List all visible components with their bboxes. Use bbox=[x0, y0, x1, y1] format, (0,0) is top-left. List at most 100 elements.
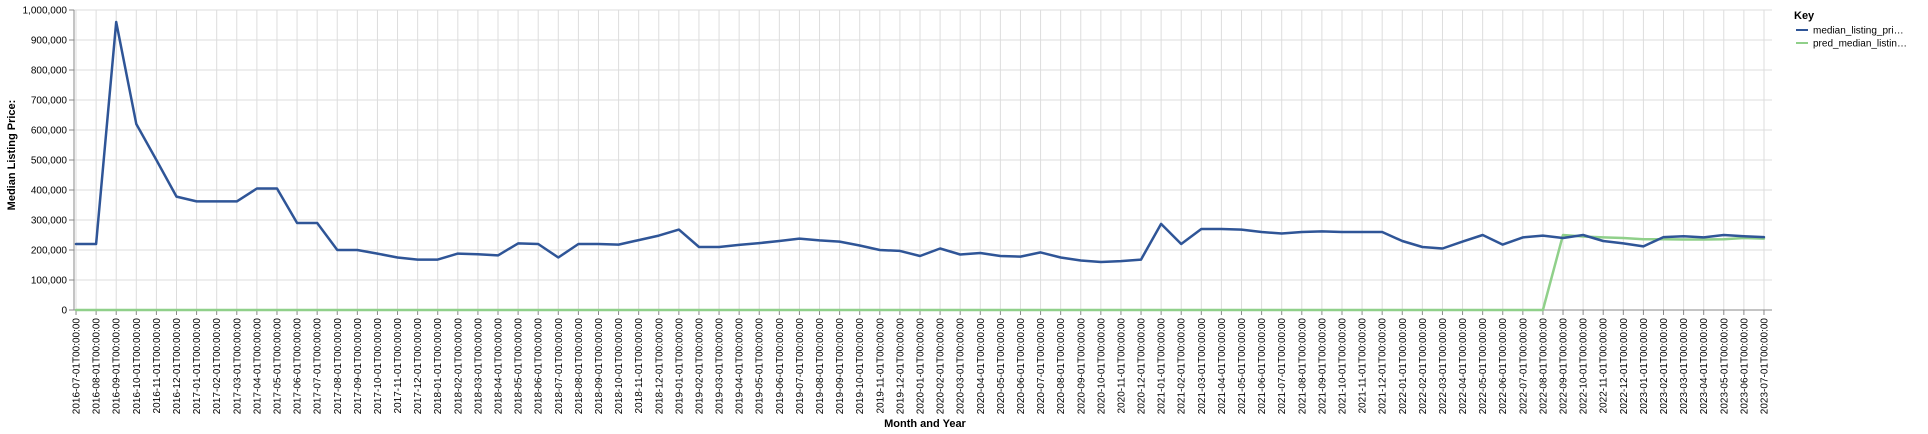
x-tick-label: 2022-03-01T00:00:00 bbox=[1438, 318, 1449, 415]
series-line-0 bbox=[74, 20, 1766, 264]
x-axis-title: Month and Year bbox=[884, 418, 966, 430]
y-tick-label: 900,000 bbox=[31, 36, 68, 47]
x-tick-label: 2018-03-01T00:00:00 bbox=[473, 318, 484, 415]
x-tick-label: 2020-02-01T00:00:00 bbox=[936, 318, 947, 415]
x-tick-label: 2018-11-01T00:00:00 bbox=[634, 318, 645, 414]
x-tick-label: 2019-10-01T00:00:00 bbox=[855, 318, 866, 415]
x-tick-label: 2019-06-01T00:00:00 bbox=[775, 318, 786, 415]
x-tick-label: 2021-12-01T00:00:00 bbox=[1378, 318, 1389, 415]
x-tick-label: 2022-01-01T00:00:00 bbox=[1398, 318, 1409, 415]
x-tick-label: 2021-01-01T00:00:00 bbox=[1157, 318, 1168, 415]
x-tick-label: 2018-12-01T00:00:00 bbox=[654, 318, 665, 415]
x-tick-label: 2016-09-01T00:00:00 bbox=[112, 318, 123, 415]
x-tick-label: 2020-05-01T00:00:00 bbox=[996, 318, 1007, 415]
x-tick-label: 2018-10-01T00:00:00 bbox=[614, 318, 625, 415]
x-tick-label: 2018-05-01T00:00:00 bbox=[514, 318, 525, 415]
x-tick-label: 2019-12-01T00:00:00 bbox=[895, 318, 906, 415]
x-tick-label: 2018-02-01T00:00:00 bbox=[453, 318, 464, 415]
x-tick-label: 2022-09-01T00:00:00 bbox=[1559, 318, 1570, 415]
x-tick-label: 2016-12-01T00:00:00 bbox=[172, 318, 183, 415]
x-tick-label: 2022-11-01T00:00:00 bbox=[1599, 318, 1610, 414]
x-tick-label: 2023-05-01T00:00:00 bbox=[1719, 318, 1730, 415]
x-tick-label: 2017-08-01T00:00:00 bbox=[333, 318, 344, 415]
x-tick-label: 2017-04-01T00:00:00 bbox=[252, 318, 263, 415]
y-tick-label: 0 bbox=[61, 306, 67, 317]
x-tick-label: 2020-10-01T00:00:00 bbox=[1096, 318, 1107, 415]
x-tick-label: 2020-07-01T00:00:00 bbox=[1036, 318, 1047, 415]
x-tick-label: 2021-05-01T00:00:00 bbox=[1237, 318, 1248, 415]
y-tick-label: 400,000 bbox=[31, 186, 68, 197]
x-tick-label: 2021-08-01T00:00:00 bbox=[1297, 318, 1308, 415]
x-tick-label: 2020-03-01T00:00:00 bbox=[956, 318, 967, 415]
x-tick-label: 2017-06-01T00:00:00 bbox=[293, 318, 304, 415]
x-tick-label: 2016-10-01T00:00:00 bbox=[132, 318, 143, 415]
y-tick-label: 100,000 bbox=[31, 276, 68, 287]
legend-items: median_listing_pri… pred_median_listin… bbox=[1796, 26, 1907, 50]
x-tick-label: 2019-07-01T00:00:00 bbox=[795, 318, 806, 415]
y-tick-label: 200,000 bbox=[31, 246, 68, 257]
y-tick-label: 500,000 bbox=[31, 156, 68, 167]
x-tick-label: 2017-03-01T00:00:00 bbox=[232, 318, 243, 415]
x-tick-label: 2022-08-01T00:00:00 bbox=[1538, 318, 1549, 415]
series-line-1 bbox=[74, 233, 1766, 312]
x-tick-label: 2020-09-01T00:00:00 bbox=[1076, 318, 1087, 415]
x-tick-label: 2020-06-01T00:00:00 bbox=[1016, 318, 1027, 415]
x-tick-label: 2021-10-01T00:00:00 bbox=[1337, 318, 1348, 415]
y-tick-label: 600,000 bbox=[31, 126, 68, 137]
y-tick-label: 300,000 bbox=[31, 216, 68, 227]
x-tick-label: 2020-12-01T00:00:00 bbox=[1137, 318, 1148, 415]
x-tick-label: 2021-07-01T00:00:00 bbox=[1277, 318, 1288, 415]
x-tick-label: 2017-02-01T00:00:00 bbox=[212, 318, 223, 415]
x-tick-label: 2019-05-01T00:00:00 bbox=[755, 318, 766, 415]
legend-title: Key bbox=[1794, 10, 1815, 22]
x-tick-label: 2022-07-01T00:00:00 bbox=[1518, 318, 1529, 415]
x-tick-label: 2019-04-01T00:00:00 bbox=[735, 318, 746, 415]
x-tick-label: 2022-02-01T00:00:00 bbox=[1418, 318, 1429, 415]
x-axis-ticks: 2016-07-01T00:00:00 2016-08-01T00:00:00 20… bbox=[72, 310, 1770, 415]
x-tick-label: 2017-12-01T00:00:00 bbox=[413, 318, 424, 415]
x-tick-label: 2021-03-01T00:00:00 bbox=[1197, 318, 1208, 415]
y-tick-label: 800,000 bbox=[31, 66, 68, 77]
x-tick-label: 2022-12-01T00:00:00 bbox=[1619, 318, 1630, 415]
x-tick-label: 2016-07-01T00:00:00 bbox=[72, 318, 83, 415]
x-tick-label: 2017-09-01T00:00:00 bbox=[353, 318, 364, 415]
x-tick-label: 2019-01-01T00:00:00 bbox=[674, 318, 685, 415]
x-tick-label: 2019-09-01T00:00:00 bbox=[835, 318, 846, 415]
legend-label: pred_median_listin… bbox=[1813, 39, 1907, 50]
x-tick-label: 2019-08-01T00:00:00 bbox=[815, 318, 826, 415]
y-axis-title: Median Listing Price: bbox=[6, 100, 18, 211]
y-axis-ticks: 0 100,000 200,000 300,000 400,000 500,000 600,… bbox=[23, 6, 74, 317]
x-tick-label: 2022-04-01T00:00:00 bbox=[1458, 318, 1469, 415]
legend: Key median_listing_pri… pred_median_listi… bbox=[1794, 10, 1907, 50]
x-tick-label: 2023-03-01T00:00:00 bbox=[1679, 318, 1690, 415]
x-tick-label: 2022-10-01T00:00:00 bbox=[1579, 318, 1590, 415]
x-tick-label: 2018-07-01T00:00:00 bbox=[554, 318, 565, 415]
x-tick-label: 2017-10-01T00:00:00 bbox=[373, 318, 384, 415]
x-tick-label: 2019-03-01T00:00:00 bbox=[715, 318, 726, 415]
x-tick-label: 2020-01-01T00:00:00 bbox=[916, 318, 927, 415]
x-tick-label: 2023-07-01T00:00:00 bbox=[1759, 318, 1770, 415]
x-tick-label: 2018-04-01T00:00:00 bbox=[494, 318, 505, 415]
x-tick-label: 2021-04-01T00:00:00 bbox=[1217, 318, 1228, 415]
x-tick-label: 2016-08-01T00:00:00 bbox=[92, 318, 103, 415]
series-lines bbox=[74, 20, 1766, 312]
legend-label: median_listing_pri… bbox=[1813, 26, 1904, 37]
x-tick-label: 2020-11-01T00:00:00 bbox=[1116, 318, 1127, 414]
x-tick-label: 2018-09-01T00:00:00 bbox=[594, 318, 605, 415]
x-tick-label: 2021-11-01T00:00:00 bbox=[1358, 318, 1369, 414]
x-tick-label: 2019-11-01T00:00:00 bbox=[875, 318, 886, 414]
x-tick-label: 2018-01-01T00:00:00 bbox=[433, 318, 444, 415]
x-tick-label: 2018-06-01T00:00:00 bbox=[534, 318, 545, 415]
x-tick-label: 2016-11-01T00:00:00 bbox=[152, 318, 163, 414]
x-tick-label: 2020-08-01T00:00:00 bbox=[1056, 318, 1067, 415]
y-tick-label: 1,000,000 bbox=[23, 6, 68, 17]
x-tick-label: 2023-01-01T00:00:00 bbox=[1639, 318, 1650, 415]
x-tick-label: 2023-06-01T00:00:00 bbox=[1739, 318, 1750, 415]
x-tick-label: 2017-01-01T00:00:00 bbox=[192, 318, 203, 415]
x-tick-label: 2020-04-01T00:00:00 bbox=[976, 318, 987, 415]
y-tick-label: 700,000 bbox=[31, 96, 68, 107]
x-tick-label: 2017-05-01T00:00:00 bbox=[272, 318, 283, 415]
x-tick-label: 2019-02-01T00:00:00 bbox=[694, 318, 705, 415]
